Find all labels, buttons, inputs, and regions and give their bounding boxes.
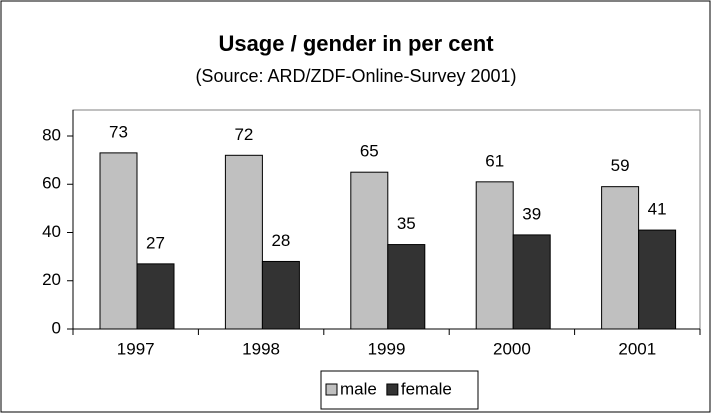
y-tick-label: 80	[42, 125, 61, 144]
bar	[601, 186, 640, 330]
bar	[638, 229, 677, 330]
bar	[261, 260, 300, 330]
data-label: 39	[522, 204, 541, 223]
x-tick-label: 2001	[618, 339, 656, 358]
legend-label: female	[401, 379, 452, 398]
x-tick-label: 1999	[368, 339, 406, 358]
x-tick-label: 1997	[117, 339, 155, 358]
legend-swatch	[386, 383, 399, 396]
legend-swatch	[325, 383, 338, 396]
legend-box	[320, 370, 479, 410]
data-label: 41	[648, 200, 667, 219]
bar	[387, 244, 426, 330]
data-label: 27	[146, 233, 165, 252]
data-label: 72	[234, 125, 253, 144]
y-tick-label: 60	[42, 174, 61, 193]
data-label: 35	[397, 214, 416, 233]
bar	[350, 171, 389, 330]
data-label: 28	[271, 231, 290, 250]
bar	[224, 154, 263, 330]
x-tick-label: 1998	[242, 339, 280, 358]
chart-subtitle: (Source: ARD/ZDF-Online-Survey 2001)	[195, 66, 516, 86]
data-label: 59	[611, 156, 630, 175]
x-tick-label: 2000	[493, 339, 531, 358]
legend-label: male	[340, 379, 377, 398]
y-tick-label: 0	[52, 318, 61, 337]
bar	[475, 181, 514, 330]
bar	[99, 152, 138, 330]
bar	[512, 234, 551, 330]
chart-title: Usage / gender in per cent	[218, 31, 494, 56]
data-label: 73	[109, 122, 128, 141]
data-label: 65	[360, 142, 379, 161]
bar	[136, 263, 175, 330]
y-tick-label: 20	[42, 270, 61, 289]
y-tick-label: 40	[42, 222, 61, 241]
data-label: 61	[485, 151, 504, 170]
